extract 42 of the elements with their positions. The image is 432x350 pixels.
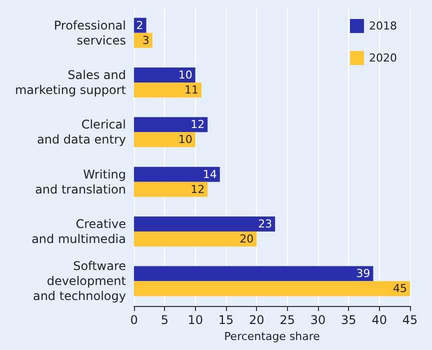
bar	[134, 166, 220, 182]
y-tick-label: Clerical and data entry	[37, 118, 126, 147]
data-label: 2	[136, 18, 144, 32]
x-tick-label: 25	[280, 313, 295, 327]
x-tick-label: 10	[188, 313, 203, 327]
legend-label: 2018	[369, 20, 398, 32]
bar	[134, 132, 196, 148]
data-label: 20	[240, 232, 254, 246]
data-label: 39	[356, 267, 370, 280]
x-tick-label: 45	[402, 313, 418, 327]
x-tick-label: 15	[218, 313, 234, 327]
y-tick-label: Creative and multimedia	[32, 217, 126, 246]
x-axis-title: Percentage share	[224, 330, 320, 343]
bar	[134, 117, 208, 132]
bar	[134, 232, 257, 246]
data-label: 11	[184, 84, 198, 96]
y-tick-label: Writing and translation	[35, 167, 126, 196]
data-label: 45	[393, 282, 407, 296]
y-tick-label: Professional services	[54, 18, 126, 48]
data-label: 14	[202, 168, 217, 181]
bar	[134, 82, 202, 98]
bar	[134, 281, 410, 296]
bar	[134, 216, 276, 232]
legend-label: 2020	[369, 52, 398, 64]
bar	[134, 182, 208, 197]
x-tick-label: 0	[130, 313, 138, 327]
data-label: 10	[178, 68, 192, 82]
x-tick-label: 20	[249, 313, 264, 327]
y-tick-label: Sales and marketing support	[14, 68, 126, 97]
x-tick-label: 35	[341, 313, 356, 327]
data-label: 12	[190, 182, 205, 196]
data-label: 23	[258, 218, 272, 230]
x-tick-label: 40	[372, 313, 387, 327]
data-label: 12	[190, 118, 205, 132]
x-tick-label: 5	[160, 313, 168, 327]
data-label: 3	[142, 34, 150, 47]
bar	[134, 68, 196, 82]
bar	[134, 266, 374, 282]
x-tick-label: 30	[310, 313, 326, 327]
data-label: 10	[178, 133, 192, 146]
y-tick-label: Software development and technology	[32, 259, 126, 304]
bar	[134, 32, 152, 48]
